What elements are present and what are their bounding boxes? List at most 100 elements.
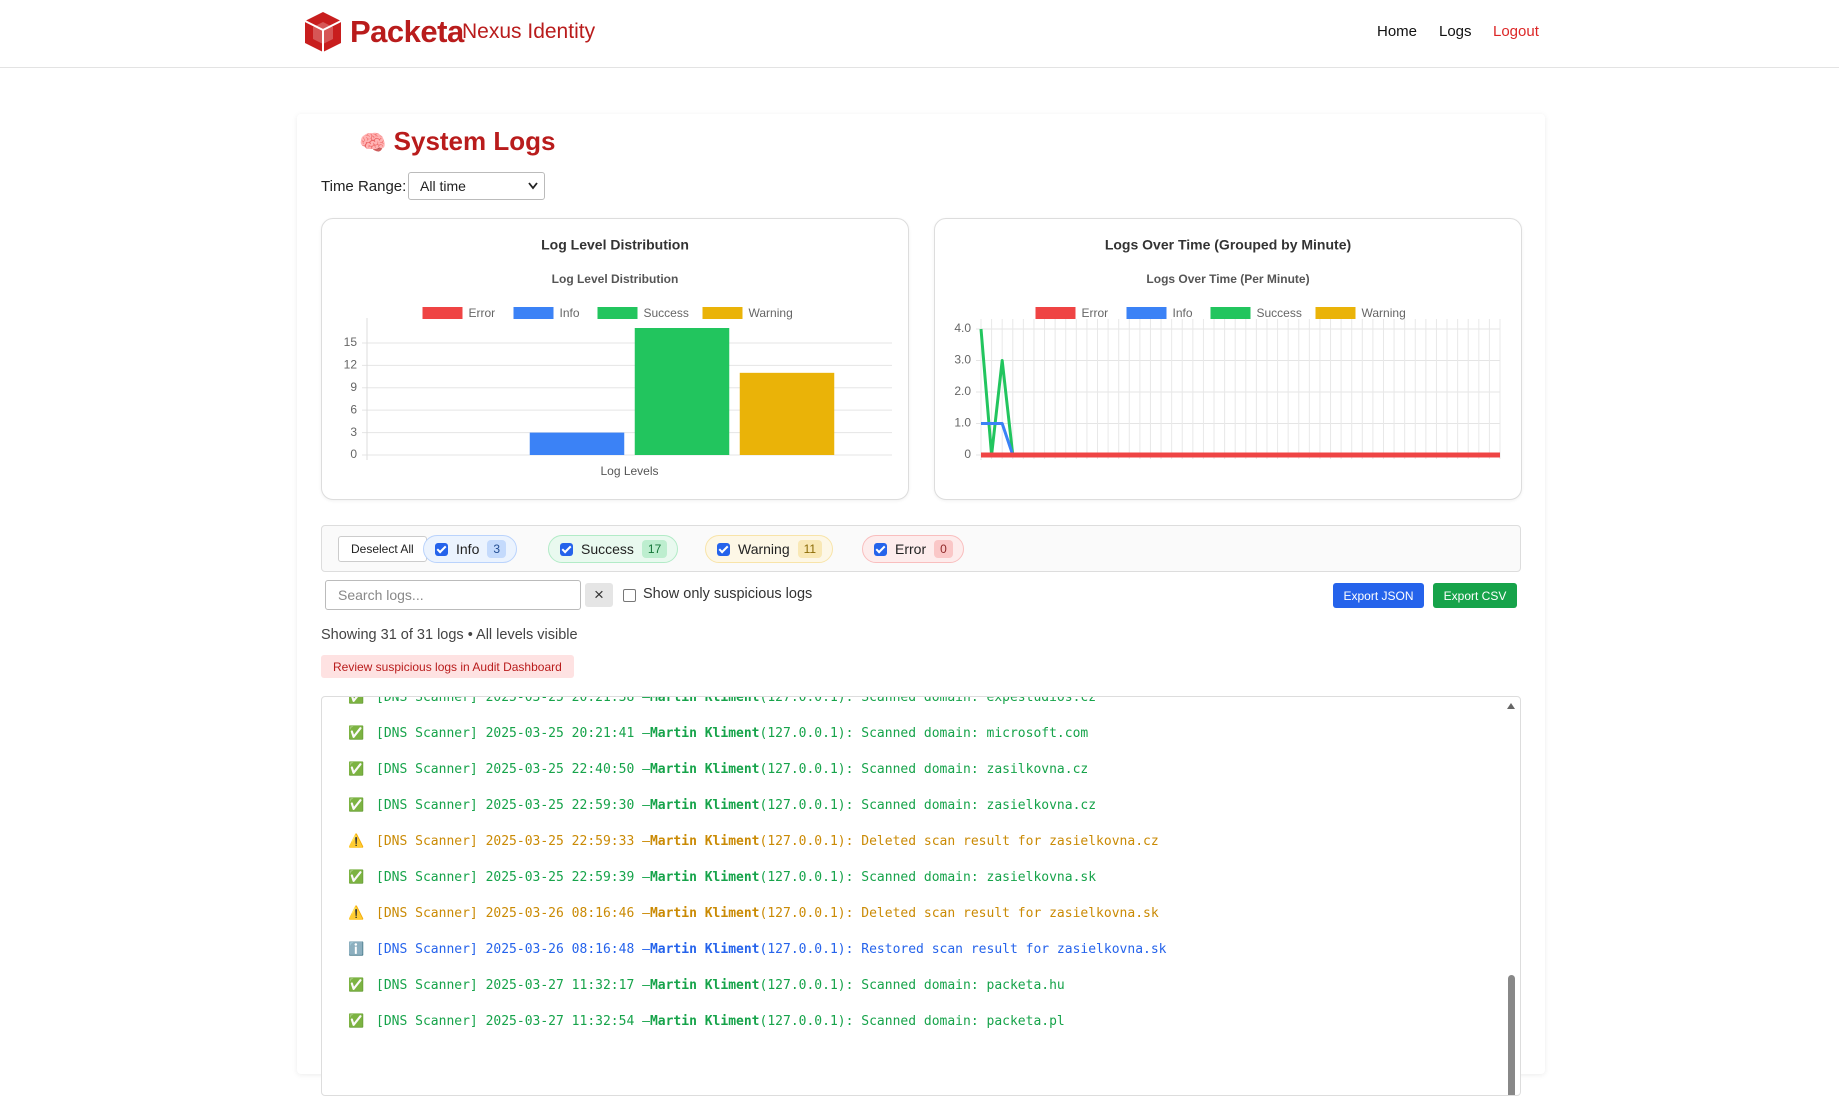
clear-search-button[interactable]: × bbox=[585, 583, 613, 607]
log-message: (127.0.0.1): Scanned domain: zasielkovna… bbox=[759, 870, 1097, 885]
log-user: Martin Kliment bbox=[649, 761, 760, 777]
legend-label: Success bbox=[1257, 306, 1302, 320]
search-input[interactable]: Search logs... bbox=[325, 580, 581, 610]
log-user: Martin Kliment bbox=[649, 1014, 760, 1030]
filter-checkbox bbox=[435, 542, 448, 556]
export-json-button[interactable]: Export JSON bbox=[1333, 583, 1424, 608]
log-message: (127.0.0.1): Restored scan result for za… bbox=[759, 942, 1167, 958]
log-row: ✅ [DNS Scanner] 2025-03-25 22:40:50 — Mar… bbox=[322, 751, 1088, 787]
export-csv-button[interactable]: Export CSV bbox=[1433, 583, 1517, 608]
log-prefix: [DNS Scanner] 2025-03-25 22:59:30 — bbox=[376, 797, 650, 813]
log-row: ⚠️ [DNS Scanner] 2025-03-25 22:59:33 — Ma… bbox=[322, 823, 1159, 859]
logs-panel: 🧠 System Logs Time Range: All time Log L… bbox=[297, 114, 1545, 1096]
legend-label: Info bbox=[560, 306, 580, 320]
filter-bar: Deselect All Info 3 Success 17 Warning 11 Erro… bbox=[321, 525, 1521, 572]
y-tick-label: 1.0 bbox=[954, 416, 971, 430]
log-icon: ⚠️ bbox=[348, 833, 365, 849]
filter-name: Success bbox=[581, 541, 634, 557]
scroll-thumb[interactable] bbox=[1508, 975, 1515, 1095]
log-prefix: [DNS Scanner] 2025-03-25 22:59:33 — bbox=[376, 833, 650, 849]
legend-swatch bbox=[597, 307, 638, 319]
log-row: ✅ [DNS Scanner] 2025-03-27 11:32:17 — Mar… bbox=[322, 968, 1065, 1004]
select-arrow bbox=[528, 182, 538, 190]
filter-chip[interactable]: Error 0 bbox=[862, 535, 964, 563]
nav-logout[interactable]: Logout bbox=[1493, 23, 1539, 40]
page-title: 🧠 System Logs bbox=[359, 126, 555, 157]
chart-title: Logs Over Time (Per Minute) bbox=[1146, 272, 1309, 286]
log-user: Martin Kliment bbox=[649, 696, 760, 705]
scroll-up[interactable] bbox=[1505, 701, 1517, 711]
log-icon: ✅ bbox=[348, 978, 365, 994]
filter-checkbox bbox=[717, 542, 730, 556]
log-user: Martin Kliment bbox=[649, 870, 760, 885]
filter-name: Error bbox=[895, 541, 927, 557]
legend-swatch bbox=[1315, 307, 1356, 319]
log-message: (127.0.0.1): Scanned domain: expestudios… bbox=[759, 696, 1097, 705]
audit-link[interactable]: Review suspicious logs in Audit Dashboar… bbox=[321, 655, 574, 678]
filter-chip[interactable]: Warning 11 bbox=[705, 535, 834, 563]
log-prefix: [DNS Scanner] 2025-03-26 08:16:46 — bbox=[376, 906, 650, 922]
log-user: Martin Kliment bbox=[649, 833, 760, 849]
product-name: Nexus Identity bbox=[462, 20, 596, 43]
legend-swatch bbox=[422, 307, 463, 319]
filter-chip[interactable]: Info 3 bbox=[423, 535, 518, 563]
title-icon: 🧠 bbox=[359, 130, 387, 155]
y-tick-label: 12 bbox=[344, 358, 358, 372]
filter-count: 0 bbox=[934, 540, 953, 558]
filter-name: Warning bbox=[738, 541, 790, 557]
log-user: Martin Kliment bbox=[649, 978, 760, 994]
log-list: ✅ [DNS Scanner] 2025-03-25 20:21:38 — Mar… bbox=[321, 696, 1521, 1096]
legend-swatch bbox=[513, 307, 554, 319]
filter-checkbox bbox=[874, 542, 887, 556]
x-axis-label: Log Levels bbox=[600, 464, 658, 478]
log-icon: ⚠️ bbox=[348, 906, 365, 922]
chart-card: Log Level Distribution Log Level Distribu… bbox=[321, 218, 909, 500]
legend-label: Warning bbox=[1362, 306, 1406, 320]
y-tick-label: 15 bbox=[344, 335, 358, 349]
legend-label: Error bbox=[469, 306, 496, 320]
log-message: (127.0.0.1): Scanned domain: packeta.pl bbox=[759, 1014, 1065, 1030]
time-range-value: All time bbox=[420, 178, 466, 194]
log-prefix: [DNS Scanner] 2025-03-25 22:59:39 — bbox=[376, 870, 650, 885]
title-text: System Logs bbox=[393, 126, 556, 156]
card-title: Log Level Distribution bbox=[541, 237, 689, 253]
filter-chip[interactable]: Success 17 bbox=[548, 535, 679, 563]
y-tick-label: 4.0 bbox=[954, 321, 971, 335]
log-message: (127.0.0.1): Deleted scan result for zas… bbox=[759, 906, 1159, 922]
log-message: (127.0.0.1): Scanned domain: microsoft.c… bbox=[759, 725, 1089, 741]
bar bbox=[634, 328, 730, 455]
nav-logs[interactable]: Logs bbox=[1439, 23, 1472, 40]
y-tick-label: 3.0 bbox=[954, 353, 971, 367]
filter-count: 17 bbox=[641, 540, 668, 558]
filter-name: Info bbox=[456, 541, 480, 557]
bar bbox=[739, 372, 835, 455]
log-row: ✅ [DNS Scanner] 2025-03-25 22:59:30 — Mar… bbox=[322, 787, 1096, 823]
log-icon: ✅ bbox=[348, 761, 365, 777]
brand: Packeta bbox=[350, 14, 464, 49]
bar bbox=[529, 432, 625, 455]
log-icon: ✅ bbox=[348, 696, 365, 705]
chart-title: Log Level Distribution bbox=[552, 272, 679, 286]
filter-checkbox bbox=[560, 542, 573, 556]
logo bbox=[304, 12, 342, 52]
deselect-all-button[interactable]: Deselect All bbox=[338, 536, 427, 562]
log-row: ✅ [DNS Scanner] 2025-03-25 20:21:38 — Mar… bbox=[322, 696, 1097, 715]
time-range-label: Time Range: bbox=[321, 178, 407, 195]
log-prefix: [DNS Scanner] 2025-03-26 08:16:48 — bbox=[376, 942, 650, 958]
log-message: (127.0.0.1): Scanned domain: packeta.hu bbox=[759, 978, 1065, 994]
log-message: (127.0.0.1): Scanned domain: zasilkovna.… bbox=[759, 761, 1089, 777]
y-tick-label: 2.0 bbox=[954, 384, 971, 398]
legend-swatch bbox=[1126, 307, 1167, 319]
card-title: Logs Over Time (Grouped by Minute) bbox=[1105, 237, 1351, 253]
page: Packeta Nexus Identity Home Logs Logout … bbox=[0, 0, 1839, 1039]
y-tick-label: 0 bbox=[964, 447, 971, 461]
log-user: Martin Kliment bbox=[649, 906, 760, 922]
bar-chart: Log Level Distribution Log Level Distribu… bbox=[344, 237, 892, 478]
log-row: ✅ [DNS Scanner] 2025-03-25 20:21:41 — Mar… bbox=[322, 715, 1088, 751]
status-text: Showing 31 of 31 logs • All levels visib… bbox=[321, 627, 578, 643]
nav-home[interactable]: Home bbox=[1377, 23, 1418, 40]
log-message: (127.0.0.1): Scanned domain: zasielkovna… bbox=[759, 797, 1097, 813]
time-range-select[interactable]: All time bbox=[408, 172, 545, 200]
suspicious-checkbox[interactable] bbox=[623, 589, 636, 602]
log-row: ⚠️ [DNS Scanner] 2025-03-26 08:16:46 — Ma… bbox=[322, 896, 1159, 932]
